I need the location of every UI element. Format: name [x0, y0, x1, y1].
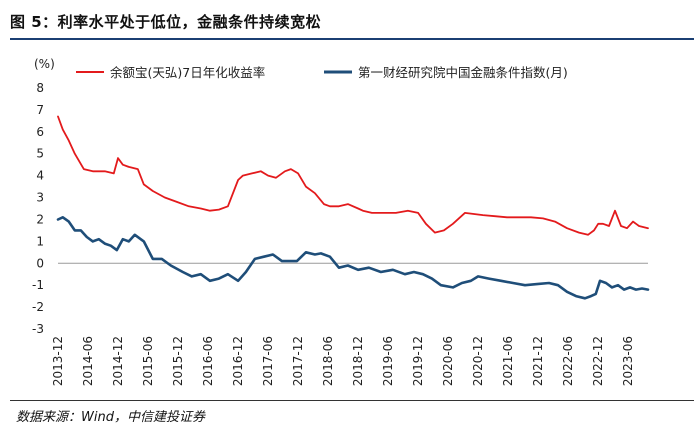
x-tick-label: 2021-06	[501, 336, 515, 386]
y-tick-label: 8	[36, 81, 44, 95]
y-tick-label: 0	[36, 256, 44, 270]
x-tick-label: 2017-06	[261, 336, 275, 386]
line-chart: (%) 8 7 6 5 4 3 2 1 0 -1 -2 -3 2013-12 2014-06 2014-12 2…	[32, 57, 650, 386]
figure-title: 图 5：利率水平处于低位，金融条件持续宽松	[10, 13, 322, 31]
x-tick-label: 2015-06	[141, 336, 155, 386]
x-tick-label: 2023-06	[621, 336, 635, 386]
x-tick-label: 2014-12	[111, 336, 125, 386]
y-tick-label: 3	[36, 191, 44, 205]
x-tick-label: 2019-06	[381, 336, 395, 386]
y-tick-label: -3	[32, 322, 44, 336]
x-tick-label: 2017-12	[291, 336, 305, 386]
x-tick-label: 2013-12	[51, 336, 65, 386]
x-tick-label: 2018-06	[321, 336, 335, 386]
y-tick-label: -1	[32, 278, 44, 292]
x-tick-label: 2021-12	[531, 336, 545, 386]
y-tick-label: 5	[36, 147, 44, 161]
x-tick-label: 2019-12	[411, 336, 425, 386]
legend-label-1: 余额宝(天弘)7日年化收益率	[110, 65, 265, 80]
y-tick-label: -2	[32, 300, 44, 314]
y-tick-label: 6	[36, 125, 44, 139]
y-tick-label: 1	[36, 234, 44, 248]
bottom-rule	[10, 400, 694, 401]
x-tick-label: 2020-12	[471, 336, 485, 386]
y-tick-label: 7	[36, 103, 44, 117]
title-rule	[10, 38, 694, 40]
x-tick-label: 2022-12	[591, 336, 605, 386]
series-line-2	[56, 216, 650, 300]
x-tick-label: 2016-12	[231, 336, 245, 386]
x-tick-label: 2022-06	[561, 336, 575, 386]
source-note: 数据来源：Wind，中信建投证券	[16, 410, 205, 425]
x-tick-label: 2020-06	[441, 336, 455, 386]
x-tick-label: 2014-06	[81, 336, 95, 386]
legend-label-2: 第一财经研究院中国金融条件指数(月)	[358, 65, 568, 80]
x-tick-label: 2016-06	[201, 336, 215, 386]
x-tick-label: 2018-12	[351, 336, 365, 386]
y-tick-label: 2	[36, 212, 44, 226]
y-axis-unit-label: (%)	[34, 57, 55, 71]
series-line-1	[57, 115, 649, 236]
x-tick-label: 2015-12	[171, 336, 185, 386]
y-tick-label: 4	[36, 169, 44, 183]
